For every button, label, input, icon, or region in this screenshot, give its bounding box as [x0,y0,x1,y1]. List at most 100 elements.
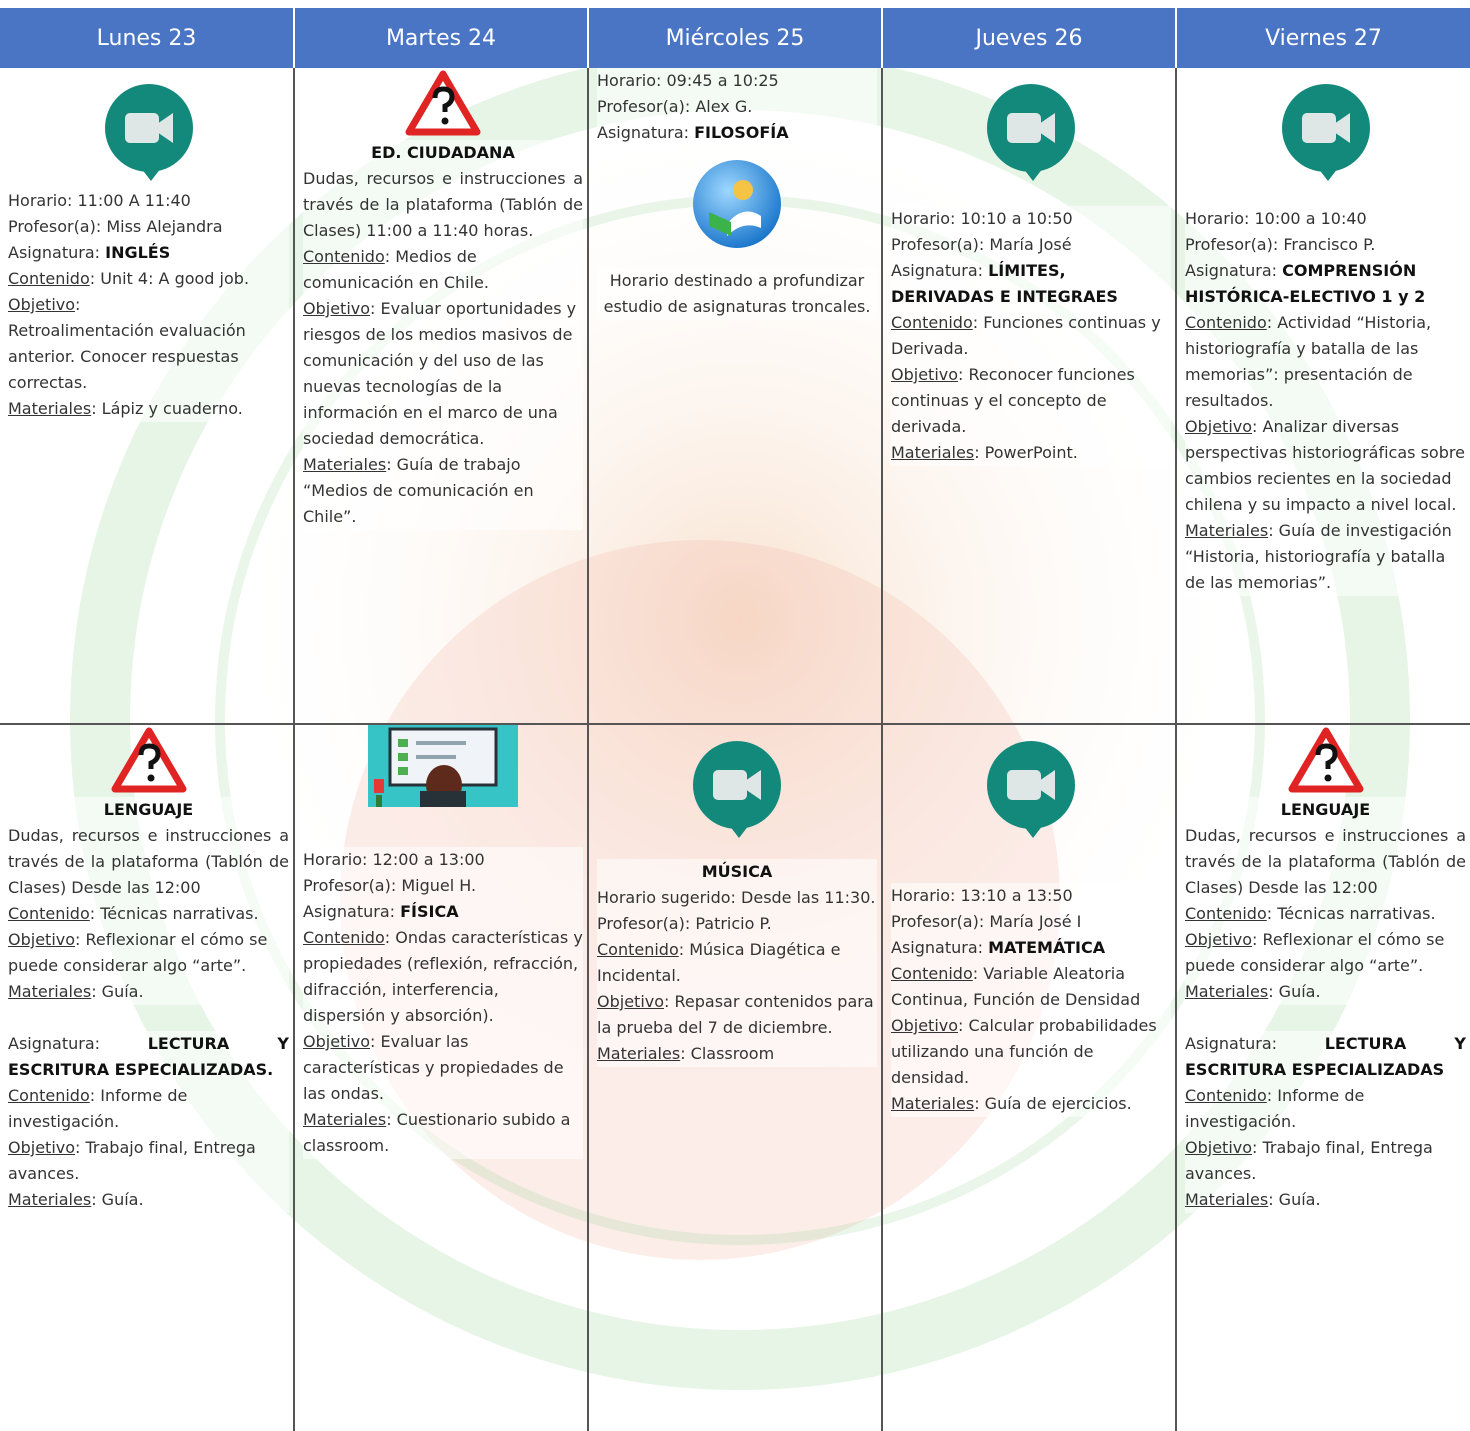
cell-line: Objetivo: Evaluar oportunidades y riesgo… [303,296,583,452]
field-text: : Unit 4: A good job. [89,269,250,288]
cell-line: Dudas, recursos e instrucciones a través… [303,166,583,244]
cell-line: Objetivo: Evaluar las características y … [303,1029,583,1107]
cell-line: Contenido: Informe de investigación. [1185,1083,1466,1135]
cell-line: Objetivo: Reconocer funciones continuas … [891,362,1171,440]
subject-name: LECTURA Y ESCRITURA ESPECIALIZADAS. [8,1034,289,1079]
subject-name: FILOSOFÍA [694,123,789,142]
day-cell: LENGUAJE Dudas, recursos e instrucciones … [1176,724,1470,1431]
field-text: : Medios de comunicación en Chile. [303,247,489,292]
field-text: : Guía. [1268,982,1321,1001]
field-label: Contenido [1185,313,1267,332]
cell-line: Contenido: Técnicas narrativas. [1185,901,1466,927]
cell-content: Horario: 12:00 a 13:00 Profesor(a): Migue… [295,725,586,1159]
field-label: Materiales [303,1110,387,1129]
field-label: Objetivo [1185,930,1253,949]
field-text: : PowerPoint. [974,443,1078,462]
day-cell: Horario: 10:10 a 10:50 Profesor(a): María… [882,68,1177,725]
field-text: : Música Diagética e Incidental. [597,940,841,985]
field-label: Objetivo [1185,1138,1253,1157]
field-text: : Repasar contenidos para la prueba del … [597,992,874,1037]
icon [8,68,289,182]
day-header: Miércoles 25 [588,8,883,68]
cell-line: Dudas, recursos e instrucciones a través… [8,823,289,901]
cell-line: Contenido: Música Diagética e Incidental… [597,937,877,989]
field-text: : Técnicas narrativas. [1266,904,1436,923]
cell-line: Contenido: Ondas características y propi… [303,925,583,1029]
cell-line: Asignatura: MATEMÁTICA [891,935,1171,961]
cell-line: Objetivo: [8,292,289,318]
field-text: : Guía. [91,1190,144,1209]
field-label: Objetivo [891,1016,959,1035]
field-label: Contenido [1185,1086,1267,1105]
cell-line: Materiales: PowerPoint. [891,440,1171,466]
cell-line: Asignatura: COMPRENSIÓN HISTÓRICA-ELECTI… [1185,258,1466,310]
field-text: : Calcular probabilidades utilizando una… [891,1016,1157,1087]
schedule-row: Horario: 11:00 A 11:40 Profesor(a): Miss … [0,68,1470,725]
cell-heading: LENGUAJE [8,797,289,823]
cell-line: Materiales: Guía. [8,1187,289,1213]
field-label: Materiales [1185,521,1269,540]
field-label: Objetivo [597,992,665,1011]
field-label: Materiales [597,1044,681,1063]
table-body: Horario: 11:00 A 11:40 Profesor(a): Miss … [0,68,1470,1431]
day-cell: Horario: 13:10 a 13:50 Profesor(a): María… [882,724,1177,1431]
field-label: Materiales [303,455,387,474]
field-text: : Guía de trabajo “Medios de comunicació… [303,455,534,526]
day-header: Lunes 23 [0,8,295,68]
field-text: Asignatura: [597,123,695,142]
schedule-table: Lunes 23 Martes 24 Miércoles 25 Jueves 26 Vi… [0,8,1470,1431]
field-label: Materiales [8,982,92,1001]
subject-name: COMPRENSIÓN HISTÓRICA-ELECTIVO 1 y 2 [1185,261,1426,306]
field-text: Asignatura: [891,261,989,280]
field-label: Materiales [8,399,92,418]
field-label: Contenido [303,928,385,947]
cell-line: Contenido: Técnicas narrativas. [8,901,289,927]
field-text: : Ondas características y propiedades (r… [303,928,583,1025]
cell-line: Profesor(a): Miss Alejandra [8,214,289,240]
cell-line: Profesor(a): Francisco P. [1185,232,1466,258]
subject-name: INGLÉS [105,243,171,262]
icon [8,725,289,797]
cell-line: Objetivo: Reflexionar el cómo se puede c… [8,927,289,979]
icon [1185,68,1466,182]
day-cell: Horario: 09:45 a 10:25 Profesor(a): Alex … [588,68,883,725]
field-text: : Lápiz y cuaderno. [91,399,243,418]
field-label: Materiales [891,1094,975,1113]
cell-line: Horario: 10:10 a 10:50 [891,206,1171,232]
cell-line: Materiales: Guía. [1185,1187,1466,1213]
cell-line: Contenido: Unit 4: A good job. [8,266,289,292]
day-cell: ED. CIUDADANA Dudas, recursos e instrucci… [294,68,589,725]
cell-line: Materiales: Guía. [8,979,289,1005]
day-cell: Horario: 12:00 a 13:00 Profesor(a): Migue… [294,724,589,1431]
icon [597,725,877,839]
field-label: Contenido [8,269,90,288]
icon [303,68,583,140]
field-text: : Reconocer funciones continuas y el con… [891,365,1135,436]
cell-content: MÚSICA Horario sugerido: Desde las 11:30.… [589,725,880,1067]
cell-line: Materiales: Lápiz y cuaderno. [8,396,289,422]
field-text: Asignatura: [8,1034,148,1053]
cell-content: LENGUAJE Dudas, recursos e instrucciones … [0,725,292,1213]
field-text: : Cuestionario subido a classroom. [303,1110,571,1155]
cell-line: Dudas, recursos e instrucciones a través… [1185,823,1466,901]
field-text: : Trabajo final, Entrega avances. [1185,1138,1433,1183]
subject-name: FÍSICA [400,902,459,921]
cell-content: Horario: 09:45 a 10:25 Profesor(a): Alex … [589,68,880,320]
field-text: : Evaluar oportunidades y riesgos de los… [303,299,577,448]
schedule-row: LENGUAJE Dudas, recursos e instrucciones … [0,724,1470,1431]
field-text: : Evaluar las características y propieda… [303,1032,564,1103]
cell-line: Horario: 09:45 a 10:25 [597,68,877,94]
cell-line: Objetivo: Calcular probabilidades utiliz… [891,1013,1171,1091]
icon [597,154,877,254]
cell-line: Materiales: Guía de trabajo “Medios de c… [303,452,583,530]
field-text: : Funciones continuas y Derivada. [891,313,1161,358]
subject-name: MATEMÁTICA [988,938,1106,957]
field-text: : Trabajo final, Entrega avances. [8,1138,256,1183]
cell-content: ED. CIUDADANA Dudas, recursos e instrucci… [295,68,586,530]
cell-line: Materiales: Guía. [1185,979,1466,1005]
field-text: : [75,295,81,314]
cell-line: Materiales: Guía de ejercicios. [891,1091,1171,1117]
cell-heading: LENGUAJE [1185,797,1466,823]
cell-line: Asignatura: INGLÉS [8,240,289,266]
